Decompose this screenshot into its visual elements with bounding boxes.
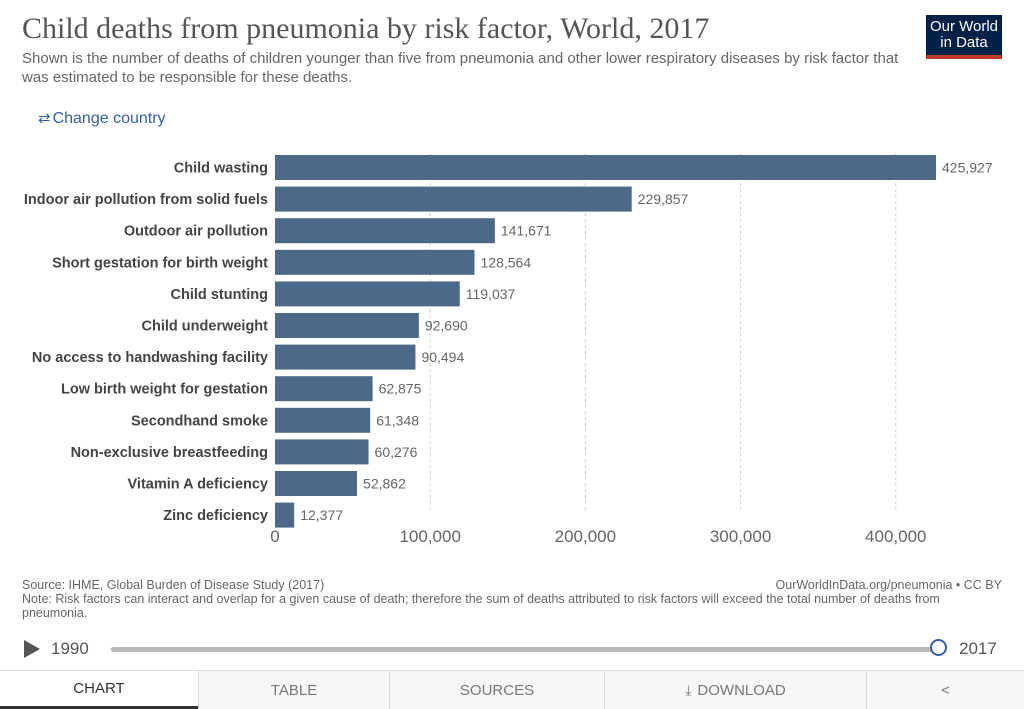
bar: [275, 218, 495, 244]
x-tick-label: 400,000: [865, 527, 926, 546]
value-label: 52,862: [363, 476, 406, 492]
source-text: Source: IHME, Global Burden of Disease S…: [22, 578, 325, 592]
bar: [275, 313, 419, 338]
tab-sources-label: Sources: [459, 681, 535, 699]
chart-title: Child deaths from pneumonia by risk fact…: [22, 12, 710, 45]
tab-download[interactable]: ⤓ Download: [604, 671, 866, 709]
bar: [275, 281, 460, 307]
bar-chart: 0 100,000 200,000 300,000 400,000 Child wasti…: [24, 153, 993, 546]
value-label: 425,927: [942, 160, 993, 176]
bar: [275, 344, 416, 370]
value-label: 12,377: [300, 507, 343, 523]
category-label: No access to handwashing facility: [32, 350, 268, 366]
timeline-track[interactable]: [111, 647, 941, 652]
bar: [275, 407, 371, 433]
tab-table-label: Table: [270, 681, 318, 699]
category-label: Outdoor air pollution: [124, 224, 268, 240]
timeline-start-year: 1990: [51, 639, 89, 658]
category-label: Child underweight: [142, 319, 269, 335]
value-label: 62,875: [379, 381, 422, 397]
change-country-link[interactable]: ⇄ Change country: [38, 109, 166, 128]
value-label: 119,037: [466, 286, 516, 302]
bar: [275, 376, 373, 402]
bar: [275, 186, 632, 212]
tab-download-label: Download: [697, 681, 786, 699]
logo-line-2: in Data: [940, 34, 988, 51]
value-label: 229,857: [638, 191, 689, 207]
tab-table[interactable]: Table: [198, 671, 389, 709]
attribution-link[interactable]: OurWorldInData.org/pneumonia • CC BY: [775, 578, 1002, 592]
bar: [275, 502, 295, 528]
share-icon: <: [941, 681, 950, 699]
category-label: Indoor air pollution from solid fuels: [24, 192, 268, 208]
value-label: 92,690: [425, 318, 468, 334]
x-tick-label: 300,000: [710, 527, 771, 546]
timeline: 1990 2017: [0, 632, 1024, 666]
category-label: Vitamin A deficiency: [128, 477, 268, 493]
share-button[interactable]: <: [866, 671, 1024, 709]
owid-logo[interactable]: Our World in Data: [926, 15, 1002, 59]
chart-source: Source: IHME, Global Burden of Disease S…: [22, 578, 942, 620]
x-tick-label: 100,000: [399, 527, 460, 546]
category-label: Zinc deficiency: [163, 508, 268, 524]
category-label: Child wasting: [174, 161, 268, 177]
bar: [275, 471, 358, 496]
category-label: Short gestation for birth weight: [52, 255, 268, 271]
x-tick-label: 200,000: [555, 527, 616, 546]
logo-line-1: Our World: [929, 18, 999, 35]
value-label: 60,276: [375, 444, 418, 460]
bar: [275, 249, 475, 275]
change-country-label: Change country: [52, 110, 166, 127]
chart-subtitle: Shown is the number of deaths of childre…: [22, 50, 899, 86]
category-label: Non-exclusive breastfeeding: [71, 445, 268, 461]
category-label: Child stunting: [171, 287, 268, 303]
play-icon[interactable]: [24, 640, 40, 658]
note-text: Note: Risk factors can interact and over…: [22, 592, 940, 620]
value-label: 61,348: [376, 412, 419, 428]
bar: [275, 439, 369, 465]
download-icon: ⤓: [685, 681, 692, 698]
value-label: 128,564: [481, 254, 532, 270]
category-label: Secondhand smoke: [131, 413, 268, 429]
bar: [275, 155, 936, 180]
timeline-end-year: 2017: [959, 639, 997, 658]
timeline-fill: [111, 647, 941, 652]
swap-arrows-icon: ⇄: [38, 110, 51, 127]
value-label: 90,494: [421, 349, 464, 365]
tab-sources[interactable]: Sources: [389, 671, 604, 709]
timeline-handle[interactable]: [930, 639, 947, 656]
category-label: Low birth weight for gestation: [61, 382, 268, 398]
tab-chart[interactable]: Chart: [0, 671, 198, 709]
value-label: 141,671: [501, 223, 552, 239]
tab-chart-label: Chart: [73, 680, 125, 697]
tab-bar: Chart Table Sources ⤓ Download <: [0, 670, 1024, 709]
x-tick-label: 0: [270, 527, 279, 546]
